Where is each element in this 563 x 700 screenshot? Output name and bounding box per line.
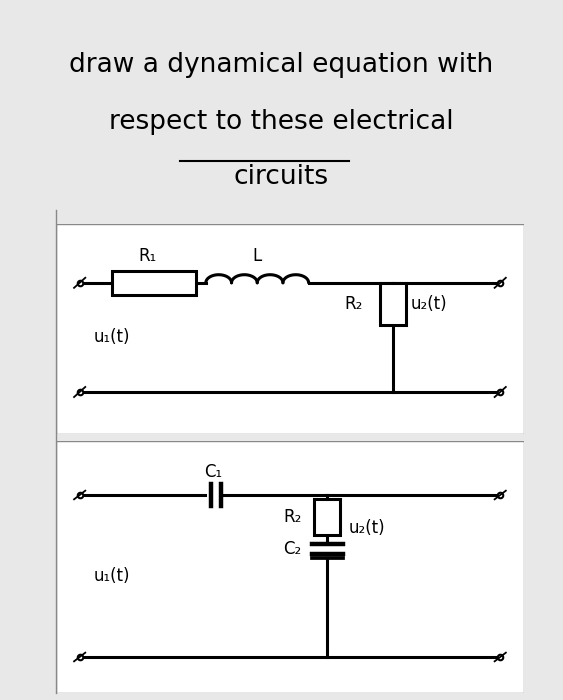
Text: u₂(t): u₂(t) (348, 519, 385, 538)
Text: u₁(t): u₁(t) (93, 328, 130, 346)
Text: C₂: C₂ (283, 540, 302, 558)
Bar (315, 498, 340, 535)
Text: draw a dynamical equation with: draw a dynamical equation with (69, 52, 494, 78)
Bar (113, 271, 196, 295)
Text: R₁: R₁ (138, 247, 157, 265)
Text: C₁: C₁ (204, 463, 222, 482)
Text: circuits: circuits (234, 164, 329, 190)
Text: u₁(t): u₁(t) (93, 567, 130, 585)
Text: u₂(t): u₂(t) (410, 295, 447, 313)
Text: R₂: R₂ (283, 508, 302, 526)
Bar (380, 283, 405, 325)
Text: L: L (253, 247, 262, 265)
Text: R₂: R₂ (344, 295, 363, 313)
Text: respect to these electrical: respect to these electrical (109, 109, 454, 135)
